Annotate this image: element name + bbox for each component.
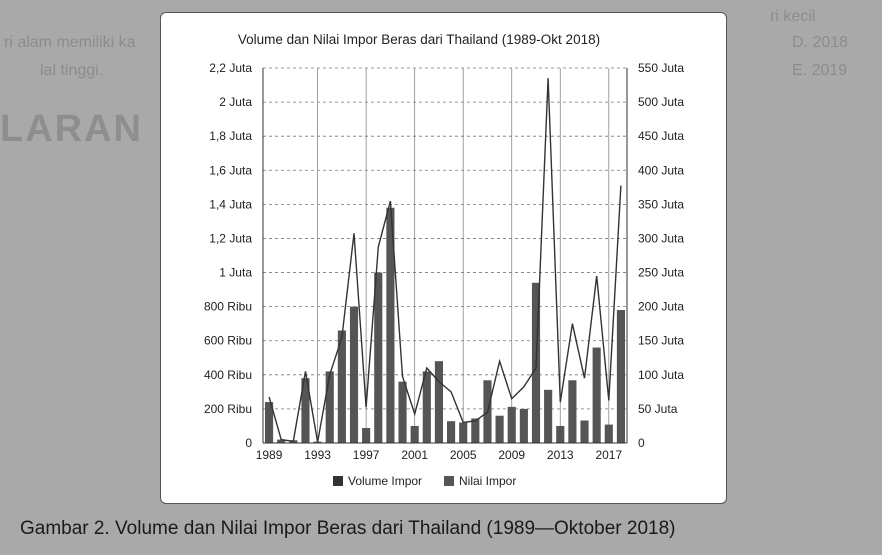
volume-line [268, 78, 622, 443]
legend-label-nilai: Nilai Impor [459, 474, 516, 488]
bar [374, 272, 383, 443]
bar [604, 424, 613, 443]
bar [568, 380, 577, 443]
legend: Volume Impor Nilai Impor [333, 474, 516, 488]
right-tick-label: 500 Juta [638, 95, 684, 109]
bar [519, 408, 528, 443]
x-tick-label: 1993 [304, 448, 331, 462]
x-tick-label: 2005 [450, 448, 477, 462]
right-tick-label: 300 Juta [638, 231, 684, 245]
x-axis-labels: 1989 1993 1997 2001 2005 2009 2013 2017 [256, 448, 623, 462]
bar [495, 415, 504, 443]
left-axis-labels: 0 200 Ribu 400 Ribu 600 Ribu 800 Ribu 1 Juta 1… [204, 61, 252, 450]
bar [277, 439, 286, 443]
bar [592, 347, 601, 443]
x-tick-label: 2001 [401, 448, 428, 462]
chart-svg: Volume dan Nilai Impor Beras dari Thaila… [204, 32, 684, 488]
background-text: E. 2019 [792, 62, 848, 79]
bar [616, 310, 625, 443]
x-tick-label: 1997 [353, 448, 380, 462]
bar [337, 330, 346, 443]
left-tick-label: 600 Ribu [204, 334, 252, 348]
bar [349, 306, 359, 443]
bar [325, 371, 334, 443]
left-tick-label: 400 Ribu [204, 368, 252, 382]
axes [262, 68, 628, 444]
bar [471, 418, 480, 443]
right-tick-label: 400 Juta [638, 163, 684, 177]
bar [447, 421, 456, 443]
right-tick-label: 100 Juta [638, 368, 684, 382]
bar [398, 381, 407, 443]
left-tick-label: 800 Ribu [204, 300, 252, 314]
left-tick-label: 0 [245, 436, 252, 450]
chart-panel: Volume dan Nilai Impor Beras dari Thaila… [160, 12, 727, 504]
right-tick-label: 450 Juta [638, 129, 684, 143]
left-tick-label: 1,2 Juta [209, 231, 252, 245]
bar [265, 402, 274, 443]
left-tick-label: 2 Juta [219, 95, 252, 109]
bar [386, 207, 395, 443]
left-tick-label: 1,4 Juta [209, 197, 252, 211]
bar-series [265, 207, 625, 443]
bar [362, 428, 371, 443]
x-tick-label: 2017 [595, 448, 622, 462]
bar [301, 378, 310, 443]
bar [434, 361, 443, 443]
legend-swatch-nilai [444, 476, 454, 486]
right-tick-label: 350 Juta [638, 197, 684, 211]
line-series [268, 78, 622, 443]
background-text: D. 2018 [792, 34, 849, 51]
right-tick-label: 200 Juta [638, 300, 684, 314]
x-tick-label: 1989 [256, 448, 283, 462]
background-text: ri kecil [770, 8, 816, 25]
left-tick-label: 1,6 Juta [209, 163, 252, 177]
bar [556, 425, 565, 443]
bar [544, 389, 553, 443]
bar [422, 371, 431, 443]
bar [410, 425, 419, 443]
left-tick-label: 2,2 Juta [209, 61, 252, 75]
x-tick-label: 2009 [498, 448, 525, 462]
grid [263, 67, 627, 443]
right-tick-label: 0 [638, 436, 645, 450]
right-tick-label: 150 Juta [638, 334, 684, 348]
left-tick-label: 1 Juta [219, 266, 252, 280]
right-tick-label: 50 Juta [638, 402, 678, 416]
right-tick-label: 250 Juta [638, 266, 684, 280]
bar [459, 422, 468, 443]
background-text: lal tinggi. [40, 62, 104, 79]
left-tick-label: 200 Ribu [204, 402, 252, 416]
legend-label-volume: Volume Impor [348, 474, 422, 488]
background-heading: LARAN [0, 108, 143, 150]
right-axis-labels: 0 50 Juta 100 Juta 150 Juta 200 Juta 250 Juta… [638, 61, 684, 450]
bar [580, 420, 589, 443]
bar [507, 406, 516, 443]
legend-swatch-volume [333, 476, 343, 486]
right-tick-label: 550 Juta [638, 61, 684, 75]
background-text: ri alam memiliki ka [4, 34, 136, 51]
figure-caption: Gambar 2. Volume dan Nilai Impor Beras d… [20, 518, 676, 539]
left-tick-label: 1,8 Juta [209, 129, 252, 143]
chart-title: Volume dan Nilai Impor Beras dari Thaila… [238, 32, 600, 47]
x-tick-label: 2013 [547, 448, 574, 462]
bar [313, 441, 322, 443]
